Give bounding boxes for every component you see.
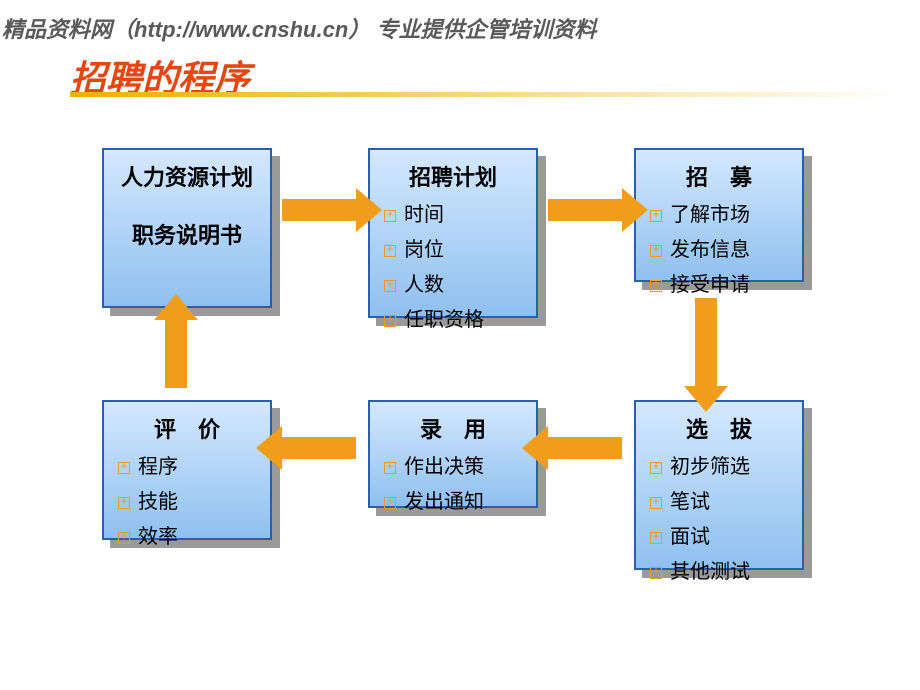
bullet-icon [384, 462, 396, 474]
flow-arrow-3 [522, 426, 622, 470]
box-item-label: 接受申请 [670, 274, 750, 296]
box-item-label: 作出决策 [404, 456, 484, 478]
bullet-icon [118, 462, 130, 474]
box-item: 笔试 [650, 485, 788, 514]
box-item: 其他测试 [650, 555, 788, 584]
box-item-label: 程序 [138, 456, 178, 478]
bullet-icon [384, 497, 396, 509]
bullet-icon [384, 245, 396, 257]
arrow-shape [522, 426, 622, 470]
box-item-list: 作出决策发出通知 [384, 450, 522, 514]
box-item: 人数 [384, 268, 522, 297]
box-title: 评 价 [118, 412, 256, 444]
box-item-label: 面试 [670, 526, 710, 548]
bullet-icon [650, 210, 662, 222]
bullet-icon [650, 567, 662, 579]
box-item: 任职资格 [384, 303, 522, 332]
box-item-label: 初步筛选 [670, 456, 750, 478]
arrow-shape [684, 298, 728, 412]
flowchart-box-b2: 招聘计划时间岗位人数任职资格 [368, 148, 538, 318]
box-item-list: 初步筛选笔试面试其他测试 [650, 450, 788, 584]
box-item-list: 程序技能效率 [118, 450, 256, 549]
bullet-icon [650, 532, 662, 544]
box-title: 人力资源计划 [118, 160, 256, 192]
box-title [118, 192, 256, 218]
box-item: 了解市场 [650, 198, 788, 227]
flow-arrow-5 [154, 294, 198, 388]
box-item: 发布信息 [650, 233, 788, 262]
box-item-label: 其他测试 [670, 561, 750, 583]
flowchart-box-b5: 录 用作出决策发出通知 [368, 400, 538, 508]
arrow-shape [154, 294, 198, 388]
bullet-icon [384, 280, 396, 292]
box-title: 选 拔 [650, 412, 788, 444]
bullet-icon [650, 280, 662, 292]
bullet-icon [384, 315, 396, 327]
box-item-label: 发布信息 [670, 239, 750, 261]
flow-arrow-1 [548, 188, 648, 232]
box-item: 接受申请 [650, 268, 788, 297]
box-item: 时间 [384, 198, 522, 227]
box-item-label: 笔试 [670, 491, 710, 513]
box-item-list: 了解市场发布信息接受申请 [650, 198, 788, 297]
box-item-label: 时间 [404, 204, 444, 226]
flowchart-box-b3: 招 募了解市场发布信息接受申请 [634, 148, 804, 282]
box-item-label: 技能 [138, 491, 178, 513]
flow-arrow-0 [282, 188, 382, 232]
box-item-label: 岗位 [404, 239, 444, 261]
bullet-icon [650, 245, 662, 257]
box-item: 发出通知 [384, 485, 522, 514]
box-item-label: 人数 [404, 274, 444, 296]
flow-arrow-2 [684, 298, 728, 412]
box-item-label: 发出通知 [404, 491, 484, 513]
box-item: 岗位 [384, 233, 522, 262]
box-item-label: 了解市场 [670, 204, 750, 226]
bullet-icon [650, 462, 662, 474]
flowchart-box-b1: 人力资源计划 职务说明书 [102, 148, 272, 308]
box-item: 效率 [118, 520, 256, 549]
box-item: 技能 [118, 485, 256, 514]
flow-arrow-4 [256, 426, 356, 470]
box-item-label: 效率 [138, 526, 178, 548]
box-title: 招 募 [650, 160, 788, 192]
box-item: 初步筛选 [650, 450, 788, 479]
title-underline [70, 92, 900, 97]
arrow-shape [256, 426, 356, 470]
flowchart-box-b4: 选 拔初步筛选笔试面试其他测试 [634, 400, 804, 570]
flowchart-box-b6: 评 价程序技能效率 [102, 400, 272, 540]
box-title: 职务说明书 [118, 218, 256, 250]
header-watermark: 精品资料网（http://www.cnshu.cn） 专业提供企管培训资料 [2, 12, 596, 44]
bullet-icon [118, 532, 130, 544]
box-item-list: 时间岗位人数任职资格 [384, 198, 522, 332]
box-title: 招聘计划 [384, 160, 522, 192]
bullet-icon [384, 210, 396, 222]
box-item: 程序 [118, 450, 256, 479]
box-item: 作出决策 [384, 450, 522, 479]
box-title: 录 用 [384, 412, 522, 444]
arrow-shape [282, 188, 382, 232]
bullet-icon [118, 497, 130, 509]
arrow-shape [548, 188, 648, 232]
box-item: 面试 [650, 520, 788, 549]
box-item-label: 任职资格 [404, 309, 484, 331]
bullet-icon [650, 497, 662, 509]
